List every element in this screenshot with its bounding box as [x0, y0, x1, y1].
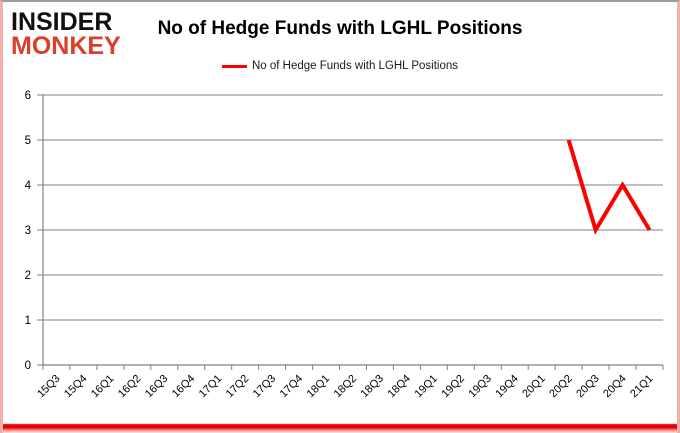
logo-line-monkey: MONKEY	[11, 32, 121, 60]
svg-text:18Q3: 18Q3	[359, 373, 387, 401]
svg-text:19Q4: 19Q4	[493, 373, 521, 401]
svg-text:3: 3	[25, 225, 31, 237]
svg-text:19Q1: 19Q1	[412, 373, 440, 401]
svg-text:17Q2: 17Q2	[224, 373, 252, 401]
svg-text:21Q1: 21Q1	[628, 373, 656, 401]
svg-text:16Q3: 16Q3	[143, 373, 171, 401]
logo-line-insider: INSIDER	[11, 8, 113, 36]
svg-text:18Q2: 18Q2	[332, 373, 360, 401]
svg-text:2: 2	[25, 270, 31, 282]
chart-title: No of Hedge Funds with LGHL Positions	[157, 18, 523, 39]
svg-text:17Q4: 17Q4	[278, 373, 306, 401]
svg-text:6: 6	[25, 90, 31, 102]
chart-legend: No of Hedge Funds with LGHL Positions	[3, 60, 677, 72]
svg-text:5: 5	[25, 135, 31, 147]
svg-text:20Q1: 20Q1	[520, 373, 548, 401]
legend-label: No of Hedge Funds with LGHL Positions	[251, 60, 459, 72]
svg-text:20Q3: 20Q3	[574, 373, 602, 401]
svg-text:17Q3: 17Q3	[251, 373, 279, 401]
svg-text:4: 4	[25, 180, 32, 192]
svg-text:1: 1	[25, 315, 31, 327]
svg-text:20Q4: 20Q4	[601, 373, 629, 401]
legend-line-swatch	[221, 64, 247, 68]
svg-text:15Q4: 15Q4	[62, 373, 90, 401]
svg-text:16Q1: 16Q1	[89, 373, 117, 401]
svg-text:0: 0	[25, 360, 31, 372]
insider-monkey-logo: INSIDER MONKEY	[11, 8, 121, 60]
svg-text:16Q4: 16Q4	[170, 373, 198, 401]
svg-text:19Q3: 19Q3	[466, 373, 494, 401]
svg-text:20Q2: 20Q2	[547, 373, 575, 401]
svg-text:15Q3: 15Q3	[35, 373, 63, 401]
svg-text:18Q4: 18Q4	[386, 373, 414, 401]
svg-text:16Q2: 16Q2	[116, 373, 144, 401]
svg-text:18Q1: 18Q1	[305, 373, 333, 401]
svg-text:17Q1: 17Q1	[197, 373, 225, 401]
svg-text:19Q2: 19Q2	[439, 373, 467, 401]
